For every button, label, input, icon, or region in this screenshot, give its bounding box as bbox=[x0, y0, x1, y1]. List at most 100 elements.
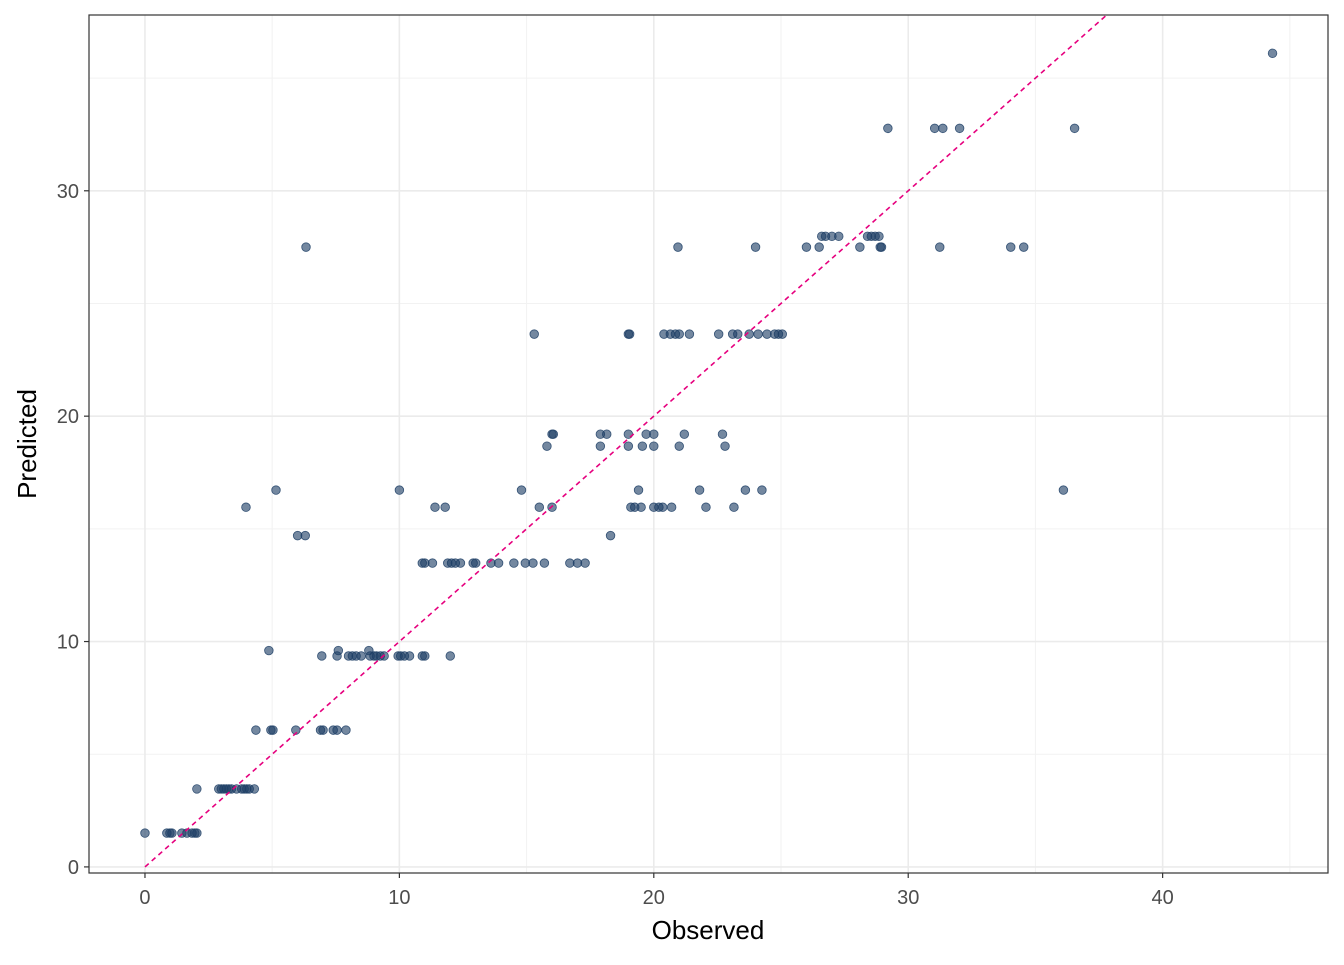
data-point bbox=[394, 485, 405, 495]
data-point bbox=[140, 828, 150, 838]
data-point bbox=[883, 123, 893, 134]
data-point bbox=[679, 429, 690, 439]
minor-gridlines bbox=[89, 15, 1328, 873]
data-point bbox=[684, 329, 695, 339]
data-point bbox=[318, 725, 328, 735]
data-point bbox=[509, 558, 519, 568]
data-point bbox=[602, 429, 612, 439]
data-point bbox=[658, 502, 668, 512]
data-point bbox=[404, 651, 415, 661]
data-point bbox=[301, 242, 311, 252]
x-tick-label: 10 bbox=[388, 887, 410, 909]
panel-background bbox=[89, 15, 1328, 873]
data-point bbox=[1267, 48, 1278, 59]
data-point bbox=[750, 242, 761, 252]
data-point bbox=[876, 242, 887, 252]
data-point bbox=[717, 429, 728, 439]
data-point bbox=[528, 558, 538, 568]
data-point bbox=[1058, 485, 1069, 495]
x-axis-title: Observed bbox=[652, 915, 765, 945]
data-point bbox=[420, 651, 430, 661]
data-point bbox=[356, 651, 366, 661]
data-point bbox=[539, 558, 550, 568]
data-point bbox=[192, 828, 202, 838]
data-point bbox=[595, 441, 606, 451]
data-point bbox=[720, 441, 730, 451]
data-point bbox=[364, 645, 374, 656]
panel-border bbox=[88, 14, 1329, 874]
data-point bbox=[249, 784, 260, 794]
y-tick-label: 0 bbox=[68, 857, 79, 879]
data-point bbox=[938, 123, 948, 134]
data-point bbox=[548, 429, 559, 439]
x-tick-label: 20 bbox=[643, 887, 665, 909]
data-point bbox=[753, 329, 763, 339]
data-point bbox=[516, 485, 527, 495]
data-point bbox=[534, 502, 545, 512]
data-point bbox=[623, 441, 634, 451]
data-point bbox=[332, 725, 342, 735]
x-tick-label: 30 bbox=[897, 887, 919, 909]
data-point bbox=[757, 485, 767, 495]
data-point bbox=[673, 242, 683, 252]
data-point bbox=[192, 784, 202, 794]
y-axis-title: Predicted bbox=[12, 389, 42, 499]
data-point bbox=[341, 725, 351, 735]
data-point bbox=[542, 441, 552, 451]
data-point bbox=[251, 725, 261, 735]
data-point bbox=[633, 485, 644, 495]
y-axis-ticks: 0 10 20 30 bbox=[57, 181, 89, 879]
data-point bbox=[777, 329, 787, 339]
data-point bbox=[935, 242, 945, 252]
data-point bbox=[300, 530, 310, 541]
data-point bbox=[333, 645, 344, 656]
data-point bbox=[666, 502, 677, 512]
data-point bbox=[801, 242, 812, 252]
x-axis-ticks: 0 10 20 30 40 bbox=[139, 873, 1174, 909]
data-point bbox=[471, 558, 481, 568]
data-point bbox=[317, 651, 327, 661]
x-tick-label: 40 bbox=[1152, 887, 1174, 909]
data-point bbox=[445, 651, 455, 661]
y-tick-label: 10 bbox=[57, 632, 79, 654]
data-point bbox=[674, 329, 684, 339]
data-point bbox=[636, 502, 646, 512]
data-point bbox=[529, 329, 539, 339]
data-point bbox=[733, 329, 743, 339]
data-point bbox=[455, 558, 466, 568]
data-point bbox=[427, 558, 438, 568]
data-point bbox=[1006, 242, 1016, 252]
data-point bbox=[605, 530, 616, 541]
data-point bbox=[268, 725, 278, 735]
major-gridlines bbox=[89, 15, 1328, 873]
data-point bbox=[701, 502, 711, 512]
data-point bbox=[694, 485, 705, 495]
data-point bbox=[729, 502, 739, 512]
data-point bbox=[430, 502, 440, 512]
data-point bbox=[623, 429, 634, 439]
data-point bbox=[874, 231, 884, 242]
data-point bbox=[291, 725, 301, 735]
data-point bbox=[954, 123, 965, 134]
data-point bbox=[637, 441, 648, 451]
data-point bbox=[834, 231, 844, 242]
data-point bbox=[855, 242, 865, 252]
y-tick-label: 20 bbox=[57, 406, 79, 428]
data-point bbox=[1019, 242, 1029, 252]
data-point bbox=[493, 558, 504, 568]
x-tick-label: 0 bbox=[139, 887, 150, 909]
data-point bbox=[929, 123, 940, 134]
y-tick-label: 30 bbox=[57, 181, 79, 203]
data-point bbox=[440, 502, 450, 512]
data-point bbox=[649, 429, 659, 439]
data-points bbox=[140, 48, 1278, 838]
data-point bbox=[814, 242, 824, 252]
data-point bbox=[580, 558, 590, 568]
data-point bbox=[264, 645, 274, 656]
data-point bbox=[713, 329, 724, 339]
data-point bbox=[271, 485, 281, 495]
data-point bbox=[649, 441, 659, 451]
data-point bbox=[167, 828, 177, 838]
data-point bbox=[1069, 123, 1080, 134]
